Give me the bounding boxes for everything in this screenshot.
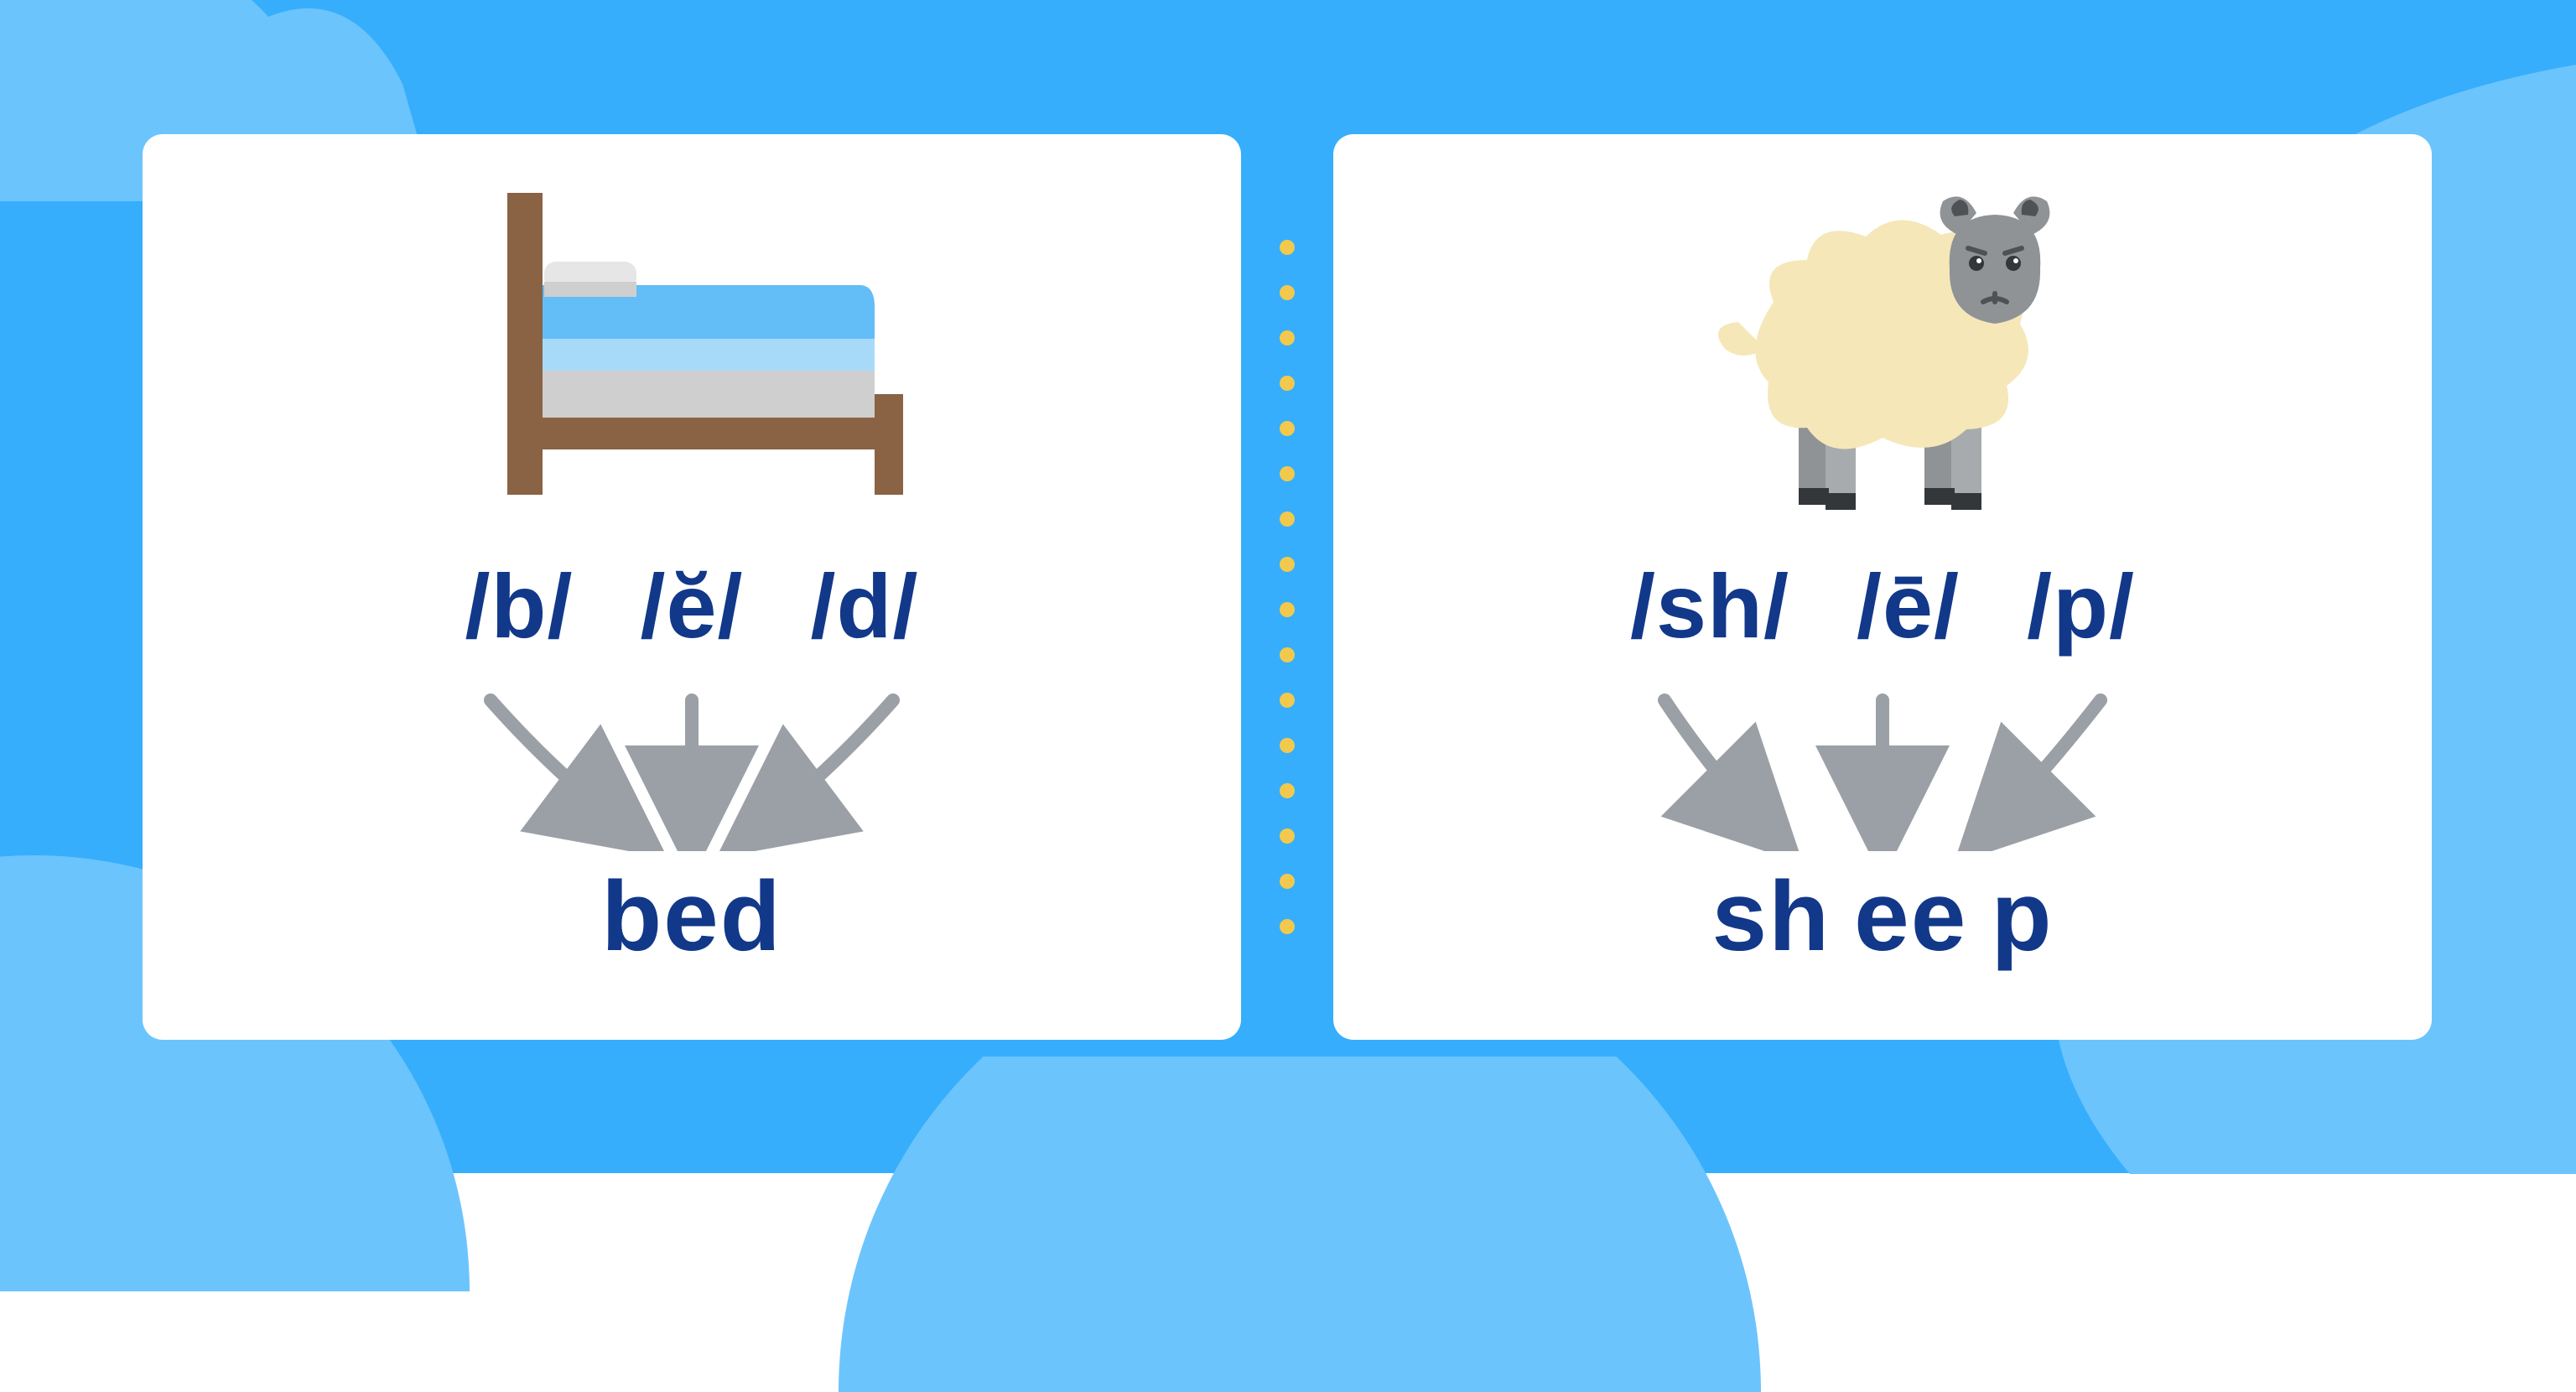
word-row-bed: bed bbox=[601, 860, 782, 974]
divider-dot bbox=[1280, 647, 1295, 662]
divider-dot bbox=[1280, 738, 1295, 753]
divider-dot bbox=[1280, 828, 1295, 844]
divider-dot bbox=[1280, 557, 1295, 572]
divider-dot bbox=[1280, 602, 1295, 617]
phoneme-label: /p/ bbox=[2027, 553, 2135, 658]
divider-dot bbox=[1280, 330, 1295, 345]
divider-dot bbox=[1280, 783, 1295, 798]
sheep-illustration bbox=[1681, 176, 2084, 512]
word-segment: p bbox=[1991, 860, 2053, 974]
bed-illustration bbox=[457, 176, 927, 512]
phoneme-label: /sh/ bbox=[1630, 553, 1789, 658]
word-segment: ee bbox=[1854, 860, 1967, 974]
arrows-icon bbox=[373, 683, 1010, 851]
divider-dot bbox=[1280, 285, 1295, 300]
phonemes-row-bed: /b/ /ĕ/ /d/ bbox=[465, 553, 918, 658]
divider-dot bbox=[1280, 919, 1295, 934]
divider-dot bbox=[1280, 466, 1295, 481]
arrows-icon bbox=[1539, 683, 2226, 851]
word-row-sheep: sh ee p bbox=[1711, 860, 2053, 974]
arrows-row-sheep bbox=[1539, 683, 2226, 851]
bed-icon bbox=[457, 184, 927, 512]
divider-dot bbox=[1280, 512, 1295, 527]
phoneme-label: /ē/ bbox=[1857, 553, 1960, 658]
divider-dot bbox=[1280, 376, 1295, 391]
word-segment: sh bbox=[1711, 860, 1831, 974]
divider-dot bbox=[1280, 421, 1295, 436]
arrows-row-bed bbox=[373, 683, 1010, 851]
divider-dot bbox=[1280, 693, 1295, 708]
card-bed: /b/ /ĕ/ /d/ bed bbox=[143, 134, 1241, 1040]
divider-dot bbox=[1280, 240, 1295, 255]
word-segment: bed bbox=[601, 860, 782, 974]
phoneme-label: /ĕ/ bbox=[640, 553, 743, 658]
sheep-icon bbox=[1681, 176, 2084, 512]
divider-dots bbox=[1241, 134, 1333, 1040]
stage: /b/ /ĕ/ /d/ bed bbox=[0, 0, 2576, 1173]
bg-arc-bottom-center bbox=[839, 1057, 1761, 1392]
phonemes-row-sheep: /sh/ /ē/ /p/ bbox=[1630, 553, 2135, 658]
phoneme-label: /d/ bbox=[811, 553, 919, 658]
divider-dot bbox=[1280, 874, 1295, 889]
card-sheep: /sh/ /ē/ /p/ sh ee bbox=[1333, 134, 2432, 1040]
phoneme-label: /b/ bbox=[465, 553, 573, 658]
cards-row: /b/ /ĕ/ /d/ bed bbox=[143, 134, 2432, 1040]
